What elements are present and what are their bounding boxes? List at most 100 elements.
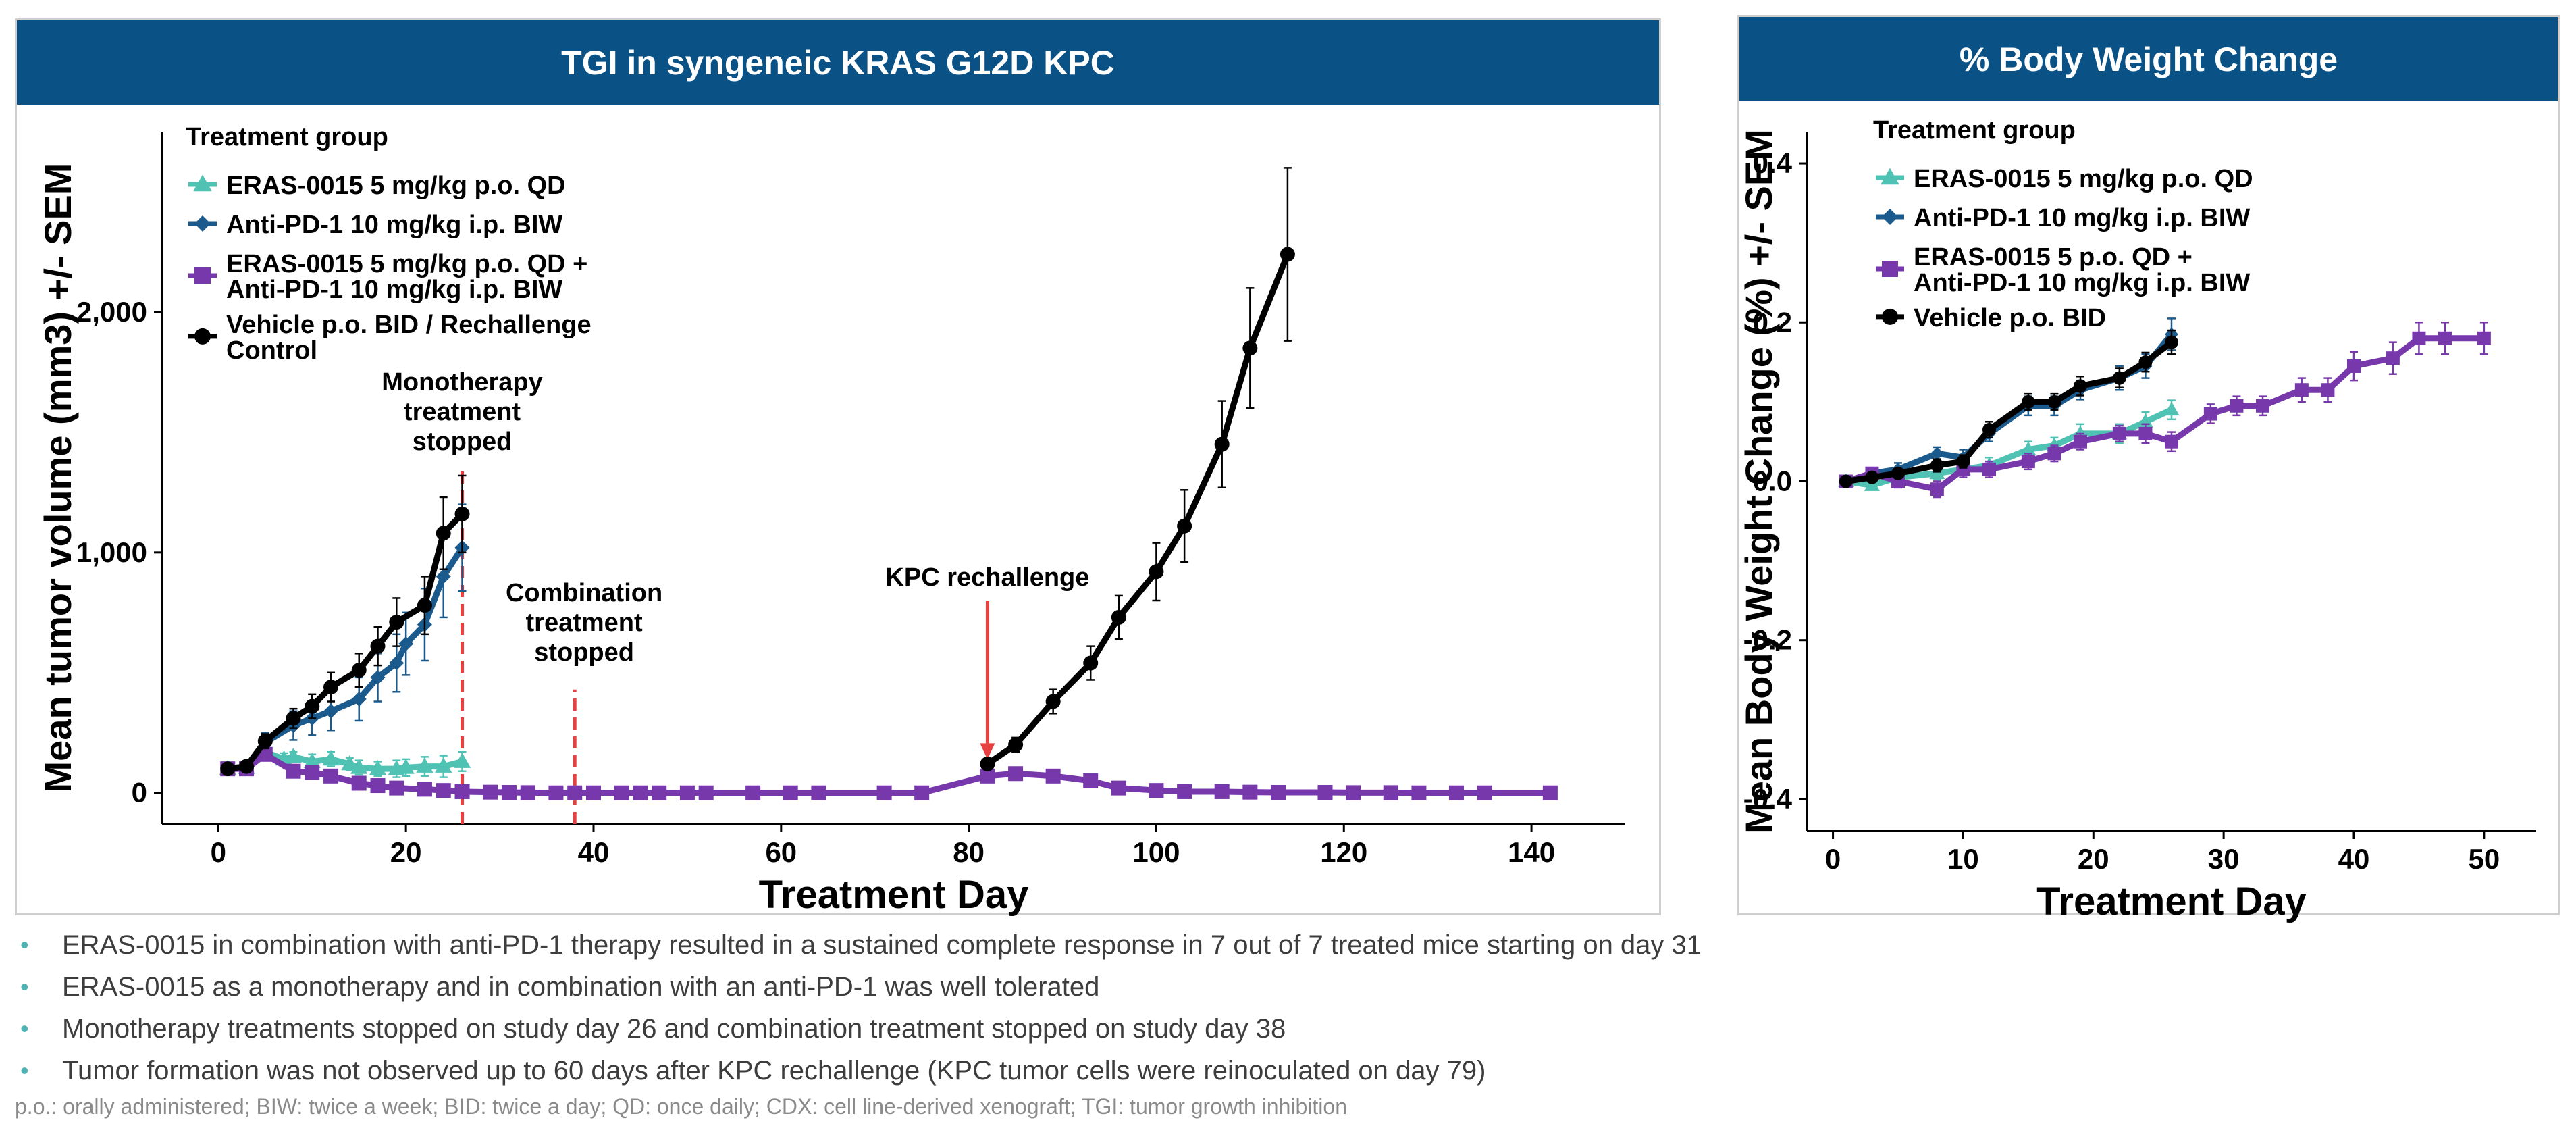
data-point [1930,482,1944,496]
bullet-text: ERAS-0015 as a monotherapy and in combin… [62,972,1100,1002]
data-point [436,783,451,798]
data-point [1346,785,1361,800]
data-point [1280,247,1295,262]
data-point [2112,426,2126,440]
legend-title: Treatment group [1873,116,2076,145]
data-point [1930,458,1944,472]
data-series [220,503,470,777]
data-point [454,784,470,799]
data-point [633,785,648,800]
data-point [914,785,930,800]
data-point [745,785,761,800]
data-point [876,785,892,800]
x-tick-label: 0 [211,836,226,868]
data-series [980,167,1295,772]
data-point [370,638,386,654]
summary-bullets: • ERAS-0015 in combination with anti-PD-1… [15,924,2513,1092]
data-point [351,691,367,707]
data-point [2047,447,2061,461]
legend-label: ERAS-0015 5 p.o. QD + [1914,243,2192,272]
data-point [567,785,583,800]
x-tick-label: 0 [1825,843,1841,875]
tgi-chart: 0 20 40 60 80 100 120 140 0 1,000 2,000 Treatment D… [36,123,1625,917]
data-point [322,750,340,766]
legend-marker-icon [1882,308,1898,325]
data-point [370,669,386,685]
data-point [350,759,368,774]
series-line [1845,335,2484,492]
y-tick-label: 2,000 [76,296,147,328]
data-point [257,734,273,749]
data-point [1083,655,1099,671]
data-point [436,526,451,541]
data-point [614,785,629,800]
data-point [454,506,470,521]
data-point [2294,383,2309,397]
bullet-item: • ERAS-0015 in combination with anti-PD-1… [15,924,2513,966]
data-point [1839,474,1853,488]
legend: Treatment group ERAS-0015 5 mg/kg p.o. QD… [186,123,592,365]
x-tick-label: 100 [1132,836,1180,868]
monotherapy-stopped-label: treatment [404,398,521,426]
bullet-item: • Tumor formation was not observed up to … [15,1050,2513,1092]
data-point [2256,399,2269,413]
data-point [323,703,339,719]
bullet-item: • ERAS-0015 as a monotherapy and in combi… [15,966,2513,1008]
data-point [2165,434,2178,449]
data-point [2020,441,2036,455]
data-point [389,615,404,630]
series-line [227,511,465,772]
data-point [370,778,386,794]
combination-stopped-label: treatment [526,609,643,637]
monotherapy-stopped-label: stopped [413,428,512,456]
data-point [2438,331,2452,345]
y-tick-label: 1,000 [76,536,147,568]
data-point [1242,340,1258,356]
y-tick-label: 0.4 [1753,147,1793,179]
data-point [2230,399,2244,413]
data-point [1982,462,1996,476]
tgi-panel: TGI in syngeneic KRAS G12D KPC 0 20 40 60 80… [15,18,1661,917]
data-point [351,663,367,678]
x-axis-title: Treatment Day [759,873,1029,917]
data-point [1864,477,1880,491]
data-point [1542,785,1558,800]
data-point [2021,455,2035,469]
data-point [389,780,404,796]
legend-label: Anti-PD-1 10 mg/kg i.p. BIW [226,211,562,239]
data-point [417,598,432,613]
data-point [1214,784,1230,799]
data-point [652,785,667,800]
legend-marker-icon [1882,261,1898,277]
x-tick-label: 40 [578,836,610,868]
data-point [303,753,321,768]
x-tick-label: 120 [1320,836,1367,868]
legend-label: Vehicle p.o. BID / Rechallenge [226,311,592,339]
data-point [1177,518,1192,534]
legend-marker-icon [193,174,212,192]
legend-title: Treatment group [186,123,388,151]
body-weight-panel: % Body Weight Change 0 10 20 30 40 50 0.4 0.2 0.… [1737,15,2560,923]
legend-marker-icon [194,328,211,345]
data-series [1839,329,2178,488]
data-point [1177,784,1192,799]
data-point [1411,785,1427,800]
data-point [2047,394,2061,409]
kpc-rechallenge-label: KPC rechallenge [885,563,1089,592]
data-point [1930,447,1944,461]
legend-label: ERAS-0015 5 mg/kg p.o. QD [226,172,566,200]
x-tick-label: 80 [953,836,984,868]
data-point [2386,351,2400,365]
data-point [1045,694,1061,709]
data-point [483,784,498,800]
data-point [2165,335,2178,349]
legend-marker-icon [194,215,211,232]
data-point [284,748,303,763]
data-point [220,761,236,777]
x-tick-label: 60 [765,836,797,868]
y-tick-label: 0.0 [1753,465,1792,497]
bullet-item: • Monotherapy treatments stopped on study… [15,1008,2513,1050]
data-point [1149,564,1164,580]
data-point [323,768,339,784]
y-axis-title: Mean Body Weight Change (%) +/- SEM [1737,129,1780,834]
